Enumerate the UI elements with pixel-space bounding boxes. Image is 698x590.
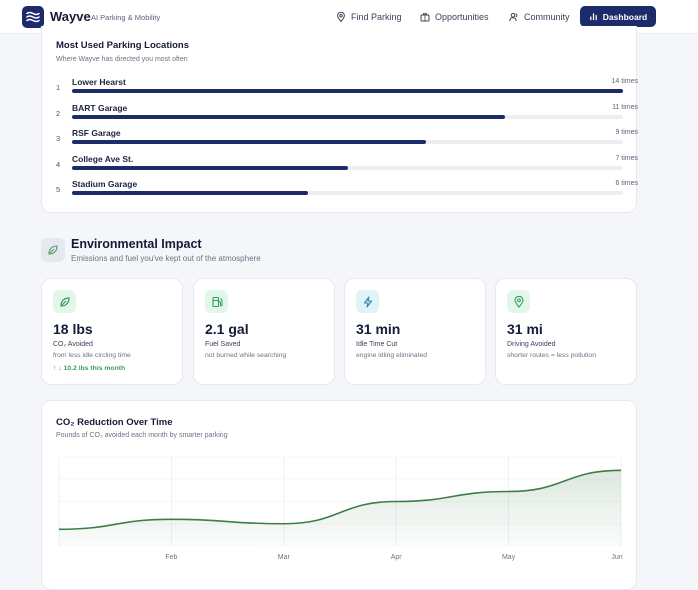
parking-rank: 5 [56, 185, 60, 194]
environmental-impact-subtitle: Emissions and fuel you've kept out of th… [71, 254, 261, 263]
parking-location-name: RSF Garage [72, 128, 121, 138]
nav-community[interactable]: Community [509, 10, 570, 24]
nav-opportunities-label: Opportunities [435, 12, 489, 22]
leaf-icon [53, 290, 76, 313]
parking-location-name: Stadium Garage [72, 179, 137, 189]
usage-bar-track [72, 115, 623, 119]
usage-bar-fill [72, 140, 426, 144]
brand-tagline: AI Parking & Mobility [91, 13, 160, 22]
x-axis-tick-label: Jun [611, 554, 622, 561]
stat-value: 31 mi [507, 321, 543, 337]
logo-icon[interactable] [22, 6, 44, 28]
stat-description: engine idling eliminated [356, 352, 427, 359]
co2-area-chart: Feb Mar Apr May Jun [42, 401, 638, 574]
stat-description: not burned while searching [205, 352, 286, 359]
stat-value: 2.1 gal [205, 321, 249, 337]
stat-label: Fuel Saved [205, 341, 240, 348]
usage-bar-fill [72, 89, 623, 93]
briefcase-icon [420, 12, 430, 22]
parking-rank: 3 [56, 134, 60, 143]
stat-value: 31 min [356, 321, 400, 337]
nav-find-parking[interactable]: Find Parking [336, 10, 402, 24]
nav-community-label: Community [524, 12, 570, 22]
stat-label: Driving Avoided [507, 341, 556, 348]
stat-card: 18 lbs CO₂ Avoided from less idle circling… [41, 278, 183, 385]
parking-visit-count: 11 times [612, 104, 638, 111]
x-axis-tick-label: May [502, 554, 516, 561]
parking-visit-count: 9 times [615, 129, 638, 136]
usage-bar-fill [72, 166, 348, 170]
usage-bar-fill [72, 191, 308, 195]
co2-area-fill [59, 470, 621, 546]
stat-card: 31 mi Driving Avoided shorter routes = les… [495, 278, 637, 385]
parking-visit-count: 6 times [615, 180, 638, 187]
stat-value: 18 lbs [53, 321, 93, 337]
stat-card: 2.1 gal Fuel Saved not burned while search… [193, 278, 335, 385]
stat-description: shorter routes = less pollution [507, 352, 596, 359]
parking-visit-count: 7 times [615, 155, 638, 162]
usage-bar-track [72, 166, 623, 170]
parking-location-name: Lower Hearst [72, 77, 126, 87]
bar-chart-icon [589, 12, 598, 21]
x-axis-tick-label: Mar [278, 554, 291, 561]
co2-chart-card: CO₂ Reduction Over Time Pounds of CO₂ av… [41, 400, 637, 590]
usage-bar-track [72, 140, 623, 144]
stat-card: 31 min Idle Time Cut engine idling elimina… [344, 278, 486, 385]
nav-opportunities[interactable]: Opportunities [420, 10, 489, 24]
users-icon [509, 12, 519, 22]
stat-trend: ↑ ↓ 10.2 lbs this month [53, 365, 125, 372]
nav-dashboard-label: Dashboard [603, 12, 647, 22]
stat-label: CO₂ Avoided [53, 341, 93, 348]
parking-rank: 1 [56, 83, 60, 92]
parking-card-title: Most Used Parking Locations [56, 40, 189, 51]
lightning-icon [356, 290, 379, 313]
map-pin-icon [507, 290, 530, 313]
parking-location-name: College Ave St. [72, 154, 133, 164]
stat-label: Idle Time Cut [356, 341, 397, 348]
fuel-icon [205, 290, 228, 313]
usage-bar-track [72, 89, 623, 93]
parking-locations-card: Most Used Parking Locations Where Wayve … [41, 26, 637, 213]
environmental-impact-title: Environmental Impact [71, 237, 202, 251]
brand-name[interactable]: Wayve [50, 9, 91, 24]
x-axis-tick-label: Apr [391, 554, 403, 561]
parking-visit-count: 14 times [612, 78, 638, 85]
parking-rank: 4 [56, 160, 60, 169]
nav-find-parking-label: Find Parking [351, 12, 402, 22]
leaf-icon [41, 238, 65, 262]
x-axis-tick-label: Feb [165, 554, 177, 561]
parking-location-name: BART Garage [72, 103, 127, 113]
usage-bar-track [72, 191, 623, 195]
usage-bar-fill [72, 115, 505, 119]
parking-card-subtitle: Where Wayve has directed you most often [56, 56, 188, 63]
parking-rank: 2 [56, 109, 60, 118]
stat-description: from less idle circling time [53, 352, 131, 359]
map-pin-icon [336, 12, 346, 22]
nav-dashboard-button[interactable]: Dashboard [580, 6, 656, 27]
